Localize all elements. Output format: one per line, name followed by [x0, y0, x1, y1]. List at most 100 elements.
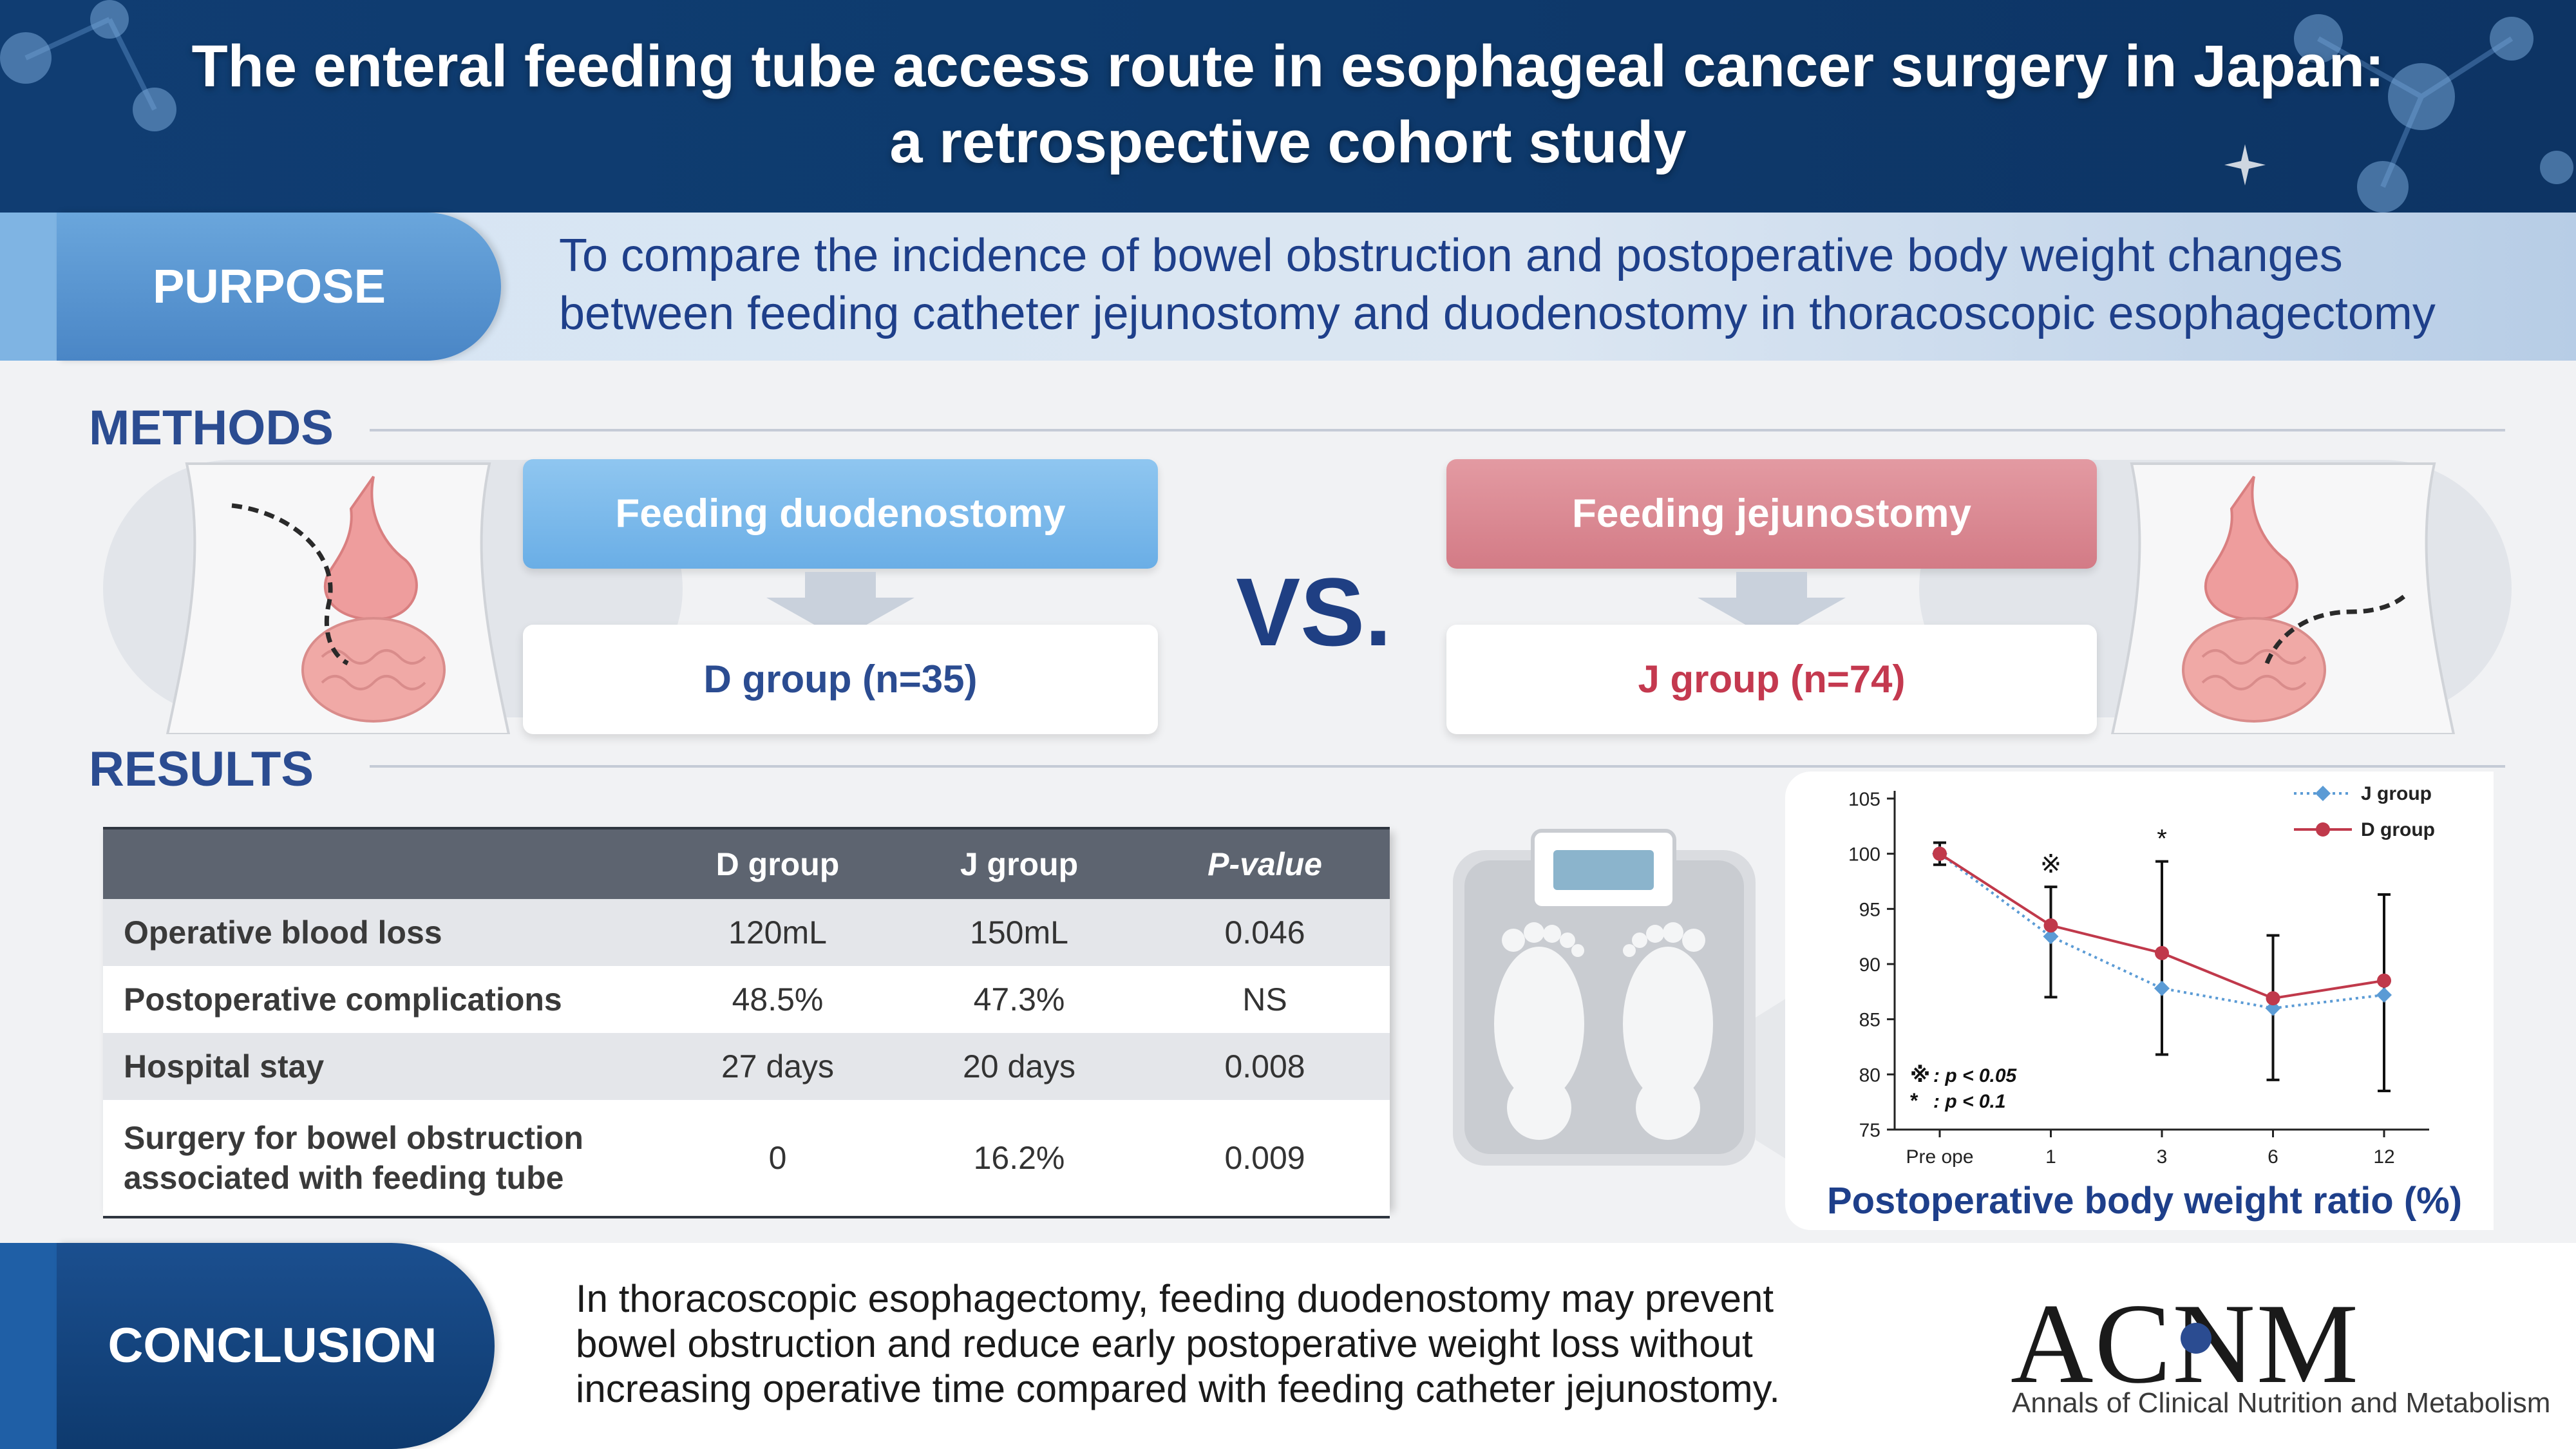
table-header-row: D group J group P-value — [103, 827, 1390, 899]
row-label-line-1: Surgery for bowel obstruction — [124, 1120, 583, 1156]
significance-mark: * — [2157, 825, 2167, 853]
cell-p-value: 0.009 — [1140, 1100, 1390, 1218]
chart-title: Postoperative body weight ratio (%) — [1826, 1180, 2463, 1222]
table-header-d-group: D group — [657, 827, 898, 899]
data-point — [2043, 918, 2058, 933]
cell-j-group: 20 days — [898, 1033, 1140, 1100]
versus-label: VS. — [1236, 558, 1392, 666]
methods-heading: METHODS — [89, 401, 334, 455]
footprint-icon — [1623, 922, 1713, 1140]
data-point — [2377, 973, 2391, 988]
purpose-label: PURPOSE — [153, 260, 386, 313]
annotation-symbol: ※ — [1910, 1063, 1930, 1086]
cell-d-group: 27 days — [657, 1033, 898, 1100]
results-rule — [370, 765, 2505, 768]
table-header-p-value: P-value — [1140, 827, 1390, 899]
annotation-symbol: * — [1910, 1089, 1918, 1112]
data-point — [1933, 846, 1947, 861]
feeding-duodenostomy-title: Feeding duodenostomy — [523, 459, 1158, 569]
purpose-text-line-2: between feeding catheter jejunostomy and… — [559, 288, 2436, 339]
table-row: Surgery for bowel obstruction associated… — [103, 1100, 1390, 1218]
cell-d-group: 120mL — [657, 899, 898, 966]
torso-duodenostomy-illustration — [166, 462, 511, 734]
journal-name: Annals of Clinical Nutrition and Metabol… — [2012, 1387, 2551, 1419]
methods-rule — [370, 429, 2505, 431]
y-tick-label: 90 — [1859, 954, 1880, 976]
data-point — [2376, 987, 2392, 1003]
table-row: Hospital stay 27 days 20 days 0.008 — [103, 1033, 1390, 1100]
page-title-line-2: a retrospective cohort study — [889, 109, 1687, 175]
y-tick-label: 100 — [1848, 844, 1880, 866]
conclusion-accent — [0, 1243, 58, 1449]
page-title-line-1: The enteral feeding tube access route in… — [191, 33, 2385, 99]
table-row: Postoperative complications 48.5% 47.3% … — [103, 966, 1390, 1033]
conclusion-line-3: increasing operative time compared with … — [576, 1367, 1780, 1410]
data-point — [2265, 1000, 2281, 1016]
y-tick-label: 105 — [1848, 789, 1880, 810]
cell-p-value: 0.046 — [1140, 899, 1390, 966]
data-point — [2043, 929, 2059, 945]
row-label: Surgery for bowel obstruction associated… — [103, 1100, 657, 1218]
logo-dot-icon — [2181, 1323, 2211, 1354]
conclusion-text: In thoracoscopic esophagectomy, feeding … — [576, 1276, 1799, 1412]
annotation-text: : p < 0.05 — [1933, 1065, 2018, 1086]
purpose-tab — [57, 213, 501, 361]
data-point — [2155, 945, 2169, 960]
cell-p-value: NS — [1140, 966, 1390, 1033]
body-weight-line-chart: 75 80 85 90 95 100 105 Pre ope 1 3 6 12 J group D gro… — [1848, 783, 2435, 1168]
down-arrow-icon — [1698, 572, 1846, 639]
y-tick-label: 80 — [1859, 1065, 1880, 1086]
cell-d-group: 0 — [657, 1100, 898, 1218]
j-group-box: J group (n=74) — [1446, 625, 2097, 734]
table-header-j-group: J group — [898, 827, 1140, 899]
purpose-accent — [0, 213, 58, 361]
results-table: D group J group P-value Operative blood … — [103, 827, 1390, 1218]
legend-marker — [2315, 786, 2331, 801]
legend-label: J group — [2361, 783, 2432, 804]
duodenostomy-tube-icon — [231, 503, 349, 666]
table-row: Operative blood loss 120mL 150mL 0.046 — [103, 899, 1390, 966]
series-line-j-group — [1938, 853, 2385, 1010]
y-tick-label: 75 — [1859, 1120, 1880, 1141]
down-arrow-icon — [766, 572, 914, 639]
cell-d-group: 48.5% — [657, 966, 898, 1033]
x-tick-label: Pre ope — [1906, 1146, 1973, 1168]
torso-jejunostomy-illustration — [2110, 462, 2456, 734]
data-point — [2154, 980, 2170, 996]
jejunostomy-tube-icon — [2264, 591, 2410, 665]
molecule-decoration — [0, 0, 2573, 213]
footprint-icon — [1494, 922, 1584, 1140]
x-tick-label: 3 — [2157, 1146, 2168, 1168]
legend-marker — [2316, 822, 2330, 837]
row-label: Hospital stay — [103, 1033, 657, 1100]
intestine-icon — [301, 617, 446, 723]
purpose-text: To compare the incidence of bowel obstru… — [559, 227, 2543, 343]
conclusion-label: CONCLUSION — [108, 1318, 437, 1373]
page-title: The enteral feeding tube access route in… — [0, 28, 2576, 180]
cell-j-group: 16.2% — [898, 1100, 1140, 1218]
intestine-icon — [2182, 617, 2326, 723]
journal-logo: ACNM — [2011, 1285, 2461, 1401]
x-tick-label: 12 — [2373, 1146, 2394, 1168]
row-label: Operative blood loss — [103, 899, 657, 966]
table-header-blank — [103, 827, 657, 899]
weight-scale-illustration — [1453, 829, 1807, 1172]
y-tick-label: 85 — [1859, 1010, 1880, 1031]
cell-j-group: 47.3% — [898, 966, 1140, 1033]
conclusion-line-2: bowel obstruction and reduce early posto… — [576, 1322, 1753, 1365]
row-label: Postoperative complications — [103, 966, 657, 1033]
annotation-text: : p < 0.1 — [1933, 1091, 2006, 1112]
conclusion-tab — [57, 1243, 495, 1449]
header-banner: The enteral feeding tube access route in… — [0, 0, 2576, 213]
results-heading: RESULTS — [89, 742, 314, 797]
data-point — [2266, 991, 2280, 1006]
cell-j-group: 150mL — [898, 899, 1140, 966]
chart-panel — [1785, 772, 2494, 1230]
y-tick-label: 95 — [1859, 899, 1880, 920]
feeding-jejunostomy-title: Feeding jejunostomy — [1446, 459, 2097, 569]
significance-mark: ※ — [2040, 850, 2062, 878]
legend-label: D group — [2361, 819, 2435, 840]
cell-p-value: 0.008 — [1140, 1033, 1390, 1100]
row-label-line-2: associated with feeding tube — [124, 1160, 564, 1196]
d-group-box: D group (n=35) — [523, 625, 1158, 734]
